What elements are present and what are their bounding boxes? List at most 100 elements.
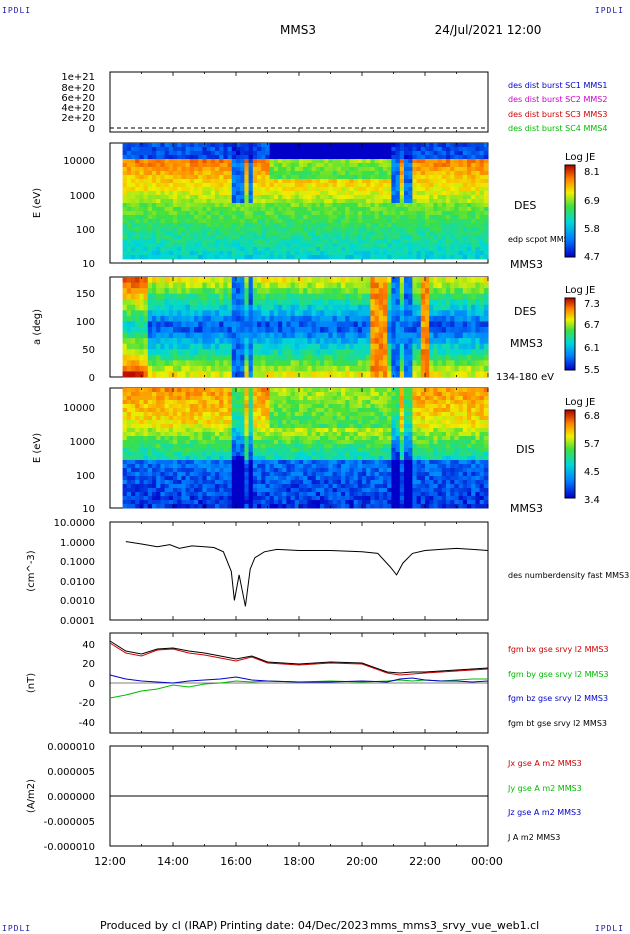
spectrogram-cell [126,432,132,437]
spectrogram-cell [450,338,455,345]
spectrogram-cell [147,155,153,160]
spectrogram-cell [332,195,338,200]
spectrogram-cell [320,175,325,180]
spectrogram-cell [257,179,262,184]
spectrogram-cell [420,255,426,260]
spectrogram-cell [198,175,203,180]
spectrogram-cell [391,211,396,216]
spectrogram-cell [437,147,443,152]
spectrogram-cell [173,239,178,244]
spectrogram-cell [328,365,333,372]
spectrogram-cell [467,203,472,208]
spectrogram-cell [374,183,380,188]
spectrogram-cell [483,199,489,204]
spectrogram-cell [404,179,409,184]
spectrogram-cell [378,255,384,260]
spectrogram-cell [206,504,212,509]
spectrogram-cell [194,388,199,393]
spectrogram-cell [374,203,380,208]
spectrogram-cell [404,207,409,212]
spectrogram-cell [168,371,174,378]
spectrogram-cell [408,167,413,172]
spectrogram-cell [429,207,434,212]
spectrogram-cell [408,211,413,216]
spectrogram-cell [416,223,422,228]
spectrogram-cell [446,255,451,260]
spectrogram-cell [290,251,296,256]
panel-des-dist-burst: 1e+21 8e+20 6e+20 4e+20 2e+20 0 des dist… [61,71,607,135]
spectrogram-cell [458,338,464,345]
spectrogram-cell [433,195,438,200]
spectrogram-cell [227,251,233,256]
spectrogram-cell [416,167,422,172]
spectrogram-cell [215,231,220,236]
spectrogram-cell [131,338,136,345]
spectrogram-cell [416,243,422,248]
spectrogram-cell [353,191,359,196]
spectrogram-cell [248,155,254,160]
spectrogram-cell [210,171,216,176]
spectrogram-cell [152,191,157,196]
spectrogram-cell [223,203,228,208]
spectrogram-cell [370,203,375,208]
spectrogram-cell [416,199,422,204]
spectrogram-cell [433,151,438,156]
spectrogram-cell [303,227,308,232]
spectrogram-cell [450,199,455,204]
spectrogram-cell [425,211,430,216]
spectrogram-cell [282,191,287,196]
spectrogram-cell [173,195,178,200]
spectrogram-cell [429,191,434,196]
spectrogram-cell [152,282,157,289]
spectrogram-cell [357,251,363,256]
spectrogram-cell [399,207,405,212]
spectrogram-cell [471,155,476,160]
spectrogram-cell [479,231,485,236]
spectrogram-cell [194,167,199,172]
spectrogram-cell [391,321,396,328]
spectrogram-cell [223,408,228,413]
spectrogram-cell [441,191,447,196]
spectrogram-cell [223,315,228,322]
spectrogram-cell [290,343,296,350]
spectrogram-cell [135,343,140,350]
spectrogram-cell [206,371,212,378]
spectrogram-cell [362,171,367,176]
spectrogram-cell [240,338,245,345]
spectrogram-cell [483,151,489,156]
spectrogram-cell [227,432,233,437]
spectrogram-cell [265,167,270,172]
spectrogram-cell [194,404,199,409]
spectrogram-cell [408,175,413,180]
spectrogram-cell [467,147,472,152]
spectrogram-cell [345,227,350,232]
spectrogram-cell [290,171,296,176]
spectrogram-cell [282,247,287,252]
spectrogram-cell [236,243,241,248]
spectrogram-cell [244,183,249,188]
spectrogram-cell [378,349,384,356]
spectrogram-cell [357,159,363,164]
spectrogram-cell [168,143,174,148]
spectrogram-cell [206,321,212,328]
spectrogram-cell [223,282,228,289]
spectrogram-cell [475,310,480,317]
spectrogram-cell [257,155,262,160]
spectrogram-cell [357,354,363,361]
spectrogram-cell [387,304,392,311]
spectrogram-cell [156,436,161,441]
spectrogram-cell [315,293,321,300]
spectrogram-cell [475,171,480,176]
spectrogram-cell [194,191,199,196]
spectrogram-cell [227,388,233,393]
spectrogram-cell [278,310,283,317]
spectrogram-cell [164,343,170,350]
spectrogram-cell [185,488,191,493]
spectrogram-cell [303,155,308,160]
spectrogram-cell [437,227,443,232]
spectrogram-cell [135,428,140,433]
spectrogram-cell [168,349,174,356]
spectrogram-cell [252,293,258,300]
spectrogram-cell [395,310,401,317]
spectrogram-cell [328,360,333,367]
